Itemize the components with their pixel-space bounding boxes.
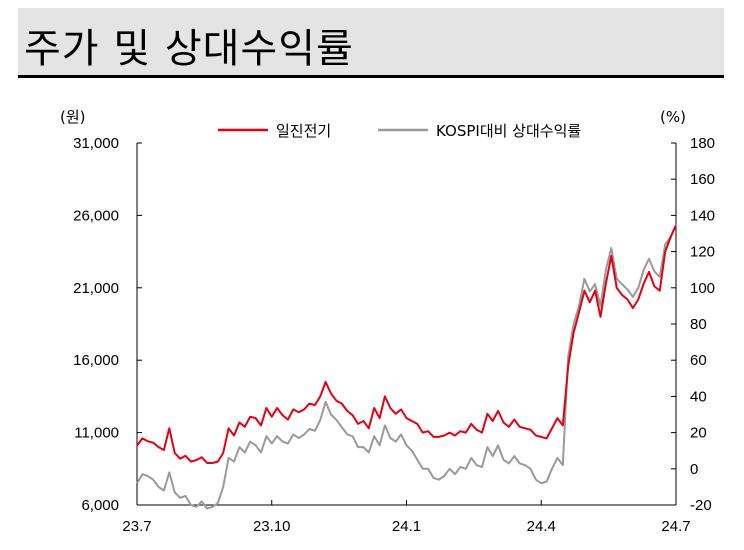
left-tick-label: 6,000 [81,497,119,514]
right-tick-label: 180 [690,135,715,152]
left-tick-label: 21,000 [73,280,119,297]
x-tick-label: 23.7 [122,518,151,535]
legend: 일진전기 KOSPI대비 상대수익률 [218,122,581,140]
left-tick-label: 26,000 [73,207,119,224]
left-tick-label: 16,000 [73,352,119,369]
series-line-price [136,225,677,464]
left-axis-unit: (원) [60,108,86,126]
x-tick-label: 24.1 [392,518,421,535]
right-tick-label: -20 [690,497,712,514]
left-axis-ticks: 6,000 11,000 16,000 21,000 26,000 31,000 [73,135,142,514]
right-tick-label: 0 [690,461,698,478]
page-title: 주가 및 상대수익률 [24,26,354,72]
right-tick-label: 160 [690,171,715,188]
legend-label-price: 일진전기 [276,122,331,140]
right-tick-label: 100 [690,280,715,297]
title-bar: 주가 및 상대수익률 [18,8,724,78]
right-tick-label: 140 [690,207,715,224]
right-axis-ticks: -20 0 20 40 60 80 100 120 140 160 180 [671,135,715,514]
series-line-relative [136,224,677,510]
x-axis-ticks: 23.7 23.10 24.1 24.4 24.7 [122,500,691,535]
x-tick-label: 24.7 [661,518,690,535]
left-tick-label: 31,000 [73,135,119,152]
x-tick-label: 24.4 [527,518,556,535]
right-tick-label: 60 [690,352,707,369]
left-tick-label: 11,000 [74,425,119,442]
legend-label-relative: KOSPI대비 상대수익률 [436,122,581,140]
x-tick-label: 23.10 [253,518,291,535]
right-tick-label: 80 [690,316,707,333]
right-tick-label: 40 [690,388,707,405]
right-axis-unit: (%) [660,108,686,126]
series-layer [136,224,677,510]
right-tick-label: 20 [690,425,707,442]
right-tick-label: 120 [690,244,715,261]
